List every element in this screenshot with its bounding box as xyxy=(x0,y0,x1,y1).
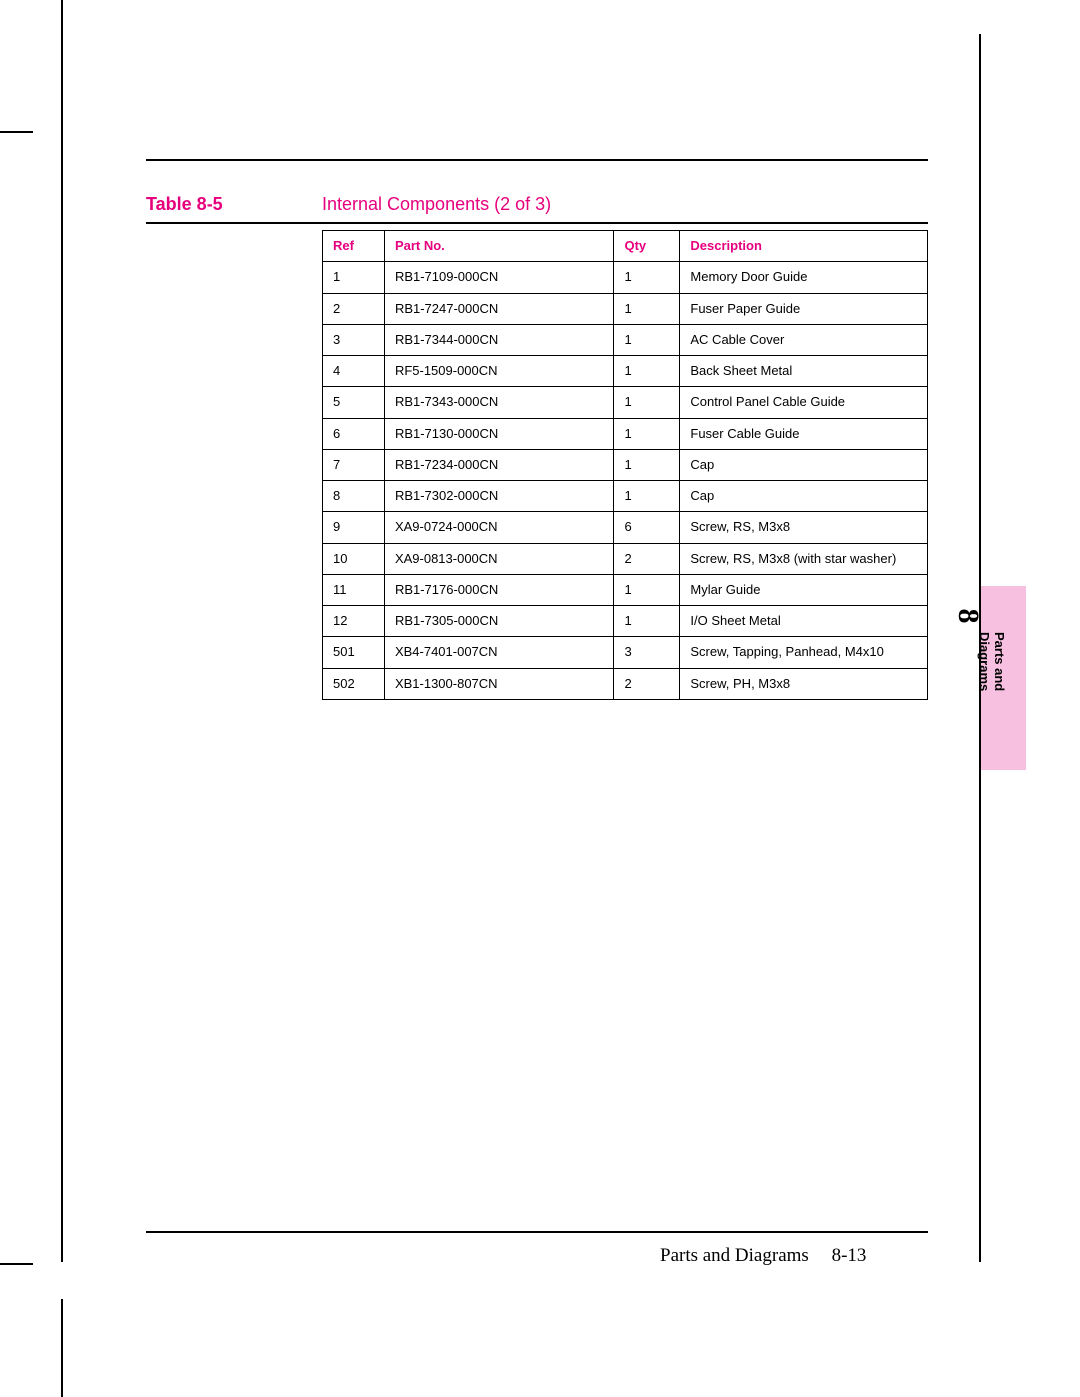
table-cell: 12 xyxy=(323,606,385,637)
table-cell: 5 xyxy=(323,387,385,418)
page-rule-left xyxy=(61,34,63,1262)
table-cell: 1 xyxy=(614,574,680,605)
table-cell: 501 xyxy=(323,637,385,668)
col-header-ref: Ref xyxy=(323,231,385,262)
table-row: 501XB4-7401-007CN3Screw, Tapping, Panhea… xyxy=(323,637,928,668)
table-cell: RF5-1509-000CN xyxy=(384,356,614,387)
table-cell: 9 xyxy=(323,512,385,543)
table-cell: Cap xyxy=(680,481,928,512)
table-body: 1RB1-7109-000CN1Memory Door Guide2RB1-72… xyxy=(323,262,928,700)
parts-table: Ref Part No. Qty Description 1RB1-7109-0… xyxy=(322,230,928,700)
table-cell: Fuser Cable Guide xyxy=(680,418,928,449)
table-row: 9XA9-0724-000CN6Screw, RS, M3x8 xyxy=(323,512,928,543)
table-cell: AC Cable Cover xyxy=(680,324,928,355)
footer-page-number: 8-13 xyxy=(832,1245,867,1266)
header-rule xyxy=(146,159,928,161)
table-cell: 1 xyxy=(614,356,680,387)
table-cell: RB1-7305-000CN xyxy=(384,606,614,637)
table-cell: Back Sheet Metal xyxy=(680,356,928,387)
table-row: 5RB1-7343-000CN1Control Panel Cable Guid… xyxy=(323,387,928,418)
table-cell: XA9-0724-000CN xyxy=(384,512,614,543)
table-cell: Screw, RS, M3x8 (with star washer) xyxy=(680,543,928,574)
table-title: Internal Components (2 of 3) xyxy=(322,194,551,215)
table-cell: Mylar Guide xyxy=(680,574,928,605)
table-cell: XB4-7401-007CN xyxy=(384,637,614,668)
table-cell: RB1-7234-000CN xyxy=(384,449,614,480)
table-cell: 3 xyxy=(323,324,385,355)
footer-rule xyxy=(146,1231,928,1233)
table-cell: 1 xyxy=(323,262,385,293)
table-row: 502XB1-1300-807CN2Screw, PH, M3x8 xyxy=(323,668,928,699)
table-row: 8RB1-7302-000CN1Cap xyxy=(323,481,928,512)
table-cell: 3 xyxy=(614,637,680,668)
table-cell: 8 xyxy=(323,481,385,512)
caption-underline xyxy=(146,222,928,224)
table-row: 4RF5-1509-000CN1Back Sheet Metal xyxy=(323,356,928,387)
table-header-row: Ref Part No. Qty Description xyxy=(323,231,928,262)
table-row: 7RB1-7234-000CN1Cap xyxy=(323,449,928,480)
chapter-tab-label: Parts and Diagrams xyxy=(976,632,1006,691)
table-cell: 1 xyxy=(614,418,680,449)
table-cell: Memory Door Guide xyxy=(680,262,928,293)
table-cell: RB1-7343-000CN xyxy=(384,387,614,418)
table-cell: Control Panel Cable Guide xyxy=(680,387,928,418)
table-cell: 11 xyxy=(323,574,385,605)
table-row: 12RB1-7305-000CN1I/O Sheet Metal xyxy=(323,606,928,637)
table-cell: Screw, Tapping, Panhead, M4x10 xyxy=(680,637,928,668)
table-cell: RB1-7109-000CN xyxy=(384,262,614,293)
table-cell: RB1-7302-000CN xyxy=(384,481,614,512)
table-cell: 10 xyxy=(323,543,385,574)
table-cell: 2 xyxy=(614,543,680,574)
crop-mark xyxy=(0,1263,33,1265)
chapter-tab-line2: Diagrams xyxy=(977,632,992,691)
table-cell: 2 xyxy=(614,668,680,699)
table-cell: RB1-7130-000CN xyxy=(384,418,614,449)
table-cell: 502 xyxy=(323,668,385,699)
table-cell: I/O Sheet Metal xyxy=(680,606,928,637)
crop-mark xyxy=(0,131,33,133)
col-header-qty: Qty xyxy=(614,231,680,262)
table-cell: 6 xyxy=(323,418,385,449)
table-cell: 1 xyxy=(614,262,680,293)
table-cell: 1 xyxy=(614,387,680,418)
table-cell: Cap xyxy=(680,449,928,480)
table-row: 3RB1-7344-000CN1AC Cable Cover xyxy=(323,324,928,355)
table-caption: Table 8-5 Internal Components (2 of 3) xyxy=(146,194,928,215)
table-cell: RB1-7247-000CN xyxy=(384,293,614,324)
chapter-tab-line1: Parts and xyxy=(992,632,1007,691)
crop-mark xyxy=(61,1299,63,1397)
table-cell: RB1-7344-000CN xyxy=(384,324,614,355)
chapter-tab-number: 8 xyxy=(951,596,985,636)
table-cell: 2 xyxy=(323,293,385,324)
table-cell: 1 xyxy=(614,324,680,355)
col-header-desc: Description xyxy=(680,231,928,262)
table-cell: XB1-1300-807CN xyxy=(384,668,614,699)
table-row: 1RB1-7109-000CN1Memory Door Guide xyxy=(323,262,928,293)
table-cell: 1 xyxy=(614,606,680,637)
table-cell: XA9-0813-000CN xyxy=(384,543,614,574)
table-cell: Fuser Paper Guide xyxy=(680,293,928,324)
table-number: Table 8-5 xyxy=(146,194,322,215)
table-cell: 7 xyxy=(323,449,385,480)
table-cell: Screw, PH, M3x8 xyxy=(680,668,928,699)
table-row: 10XA9-0813-000CN2Screw, RS, M3x8 (with s… xyxy=(323,543,928,574)
table-cell: RB1-7176-000CN xyxy=(384,574,614,605)
table-row: 6RB1-7130-000CN1Fuser Cable Guide xyxy=(323,418,928,449)
table-cell: 1 xyxy=(614,449,680,480)
page: Table 8-5 Internal Components (2 of 3) R… xyxy=(0,0,1080,1397)
table-cell: 1 xyxy=(614,481,680,512)
table-cell: 1 xyxy=(614,293,680,324)
table-cell: 6 xyxy=(614,512,680,543)
table-cell: 4 xyxy=(323,356,385,387)
table-row: 11RB1-7176-000CN1Mylar Guide xyxy=(323,574,928,605)
table-cell: Screw, RS, M3x8 xyxy=(680,512,928,543)
page-footer: Parts and Diagrams 8-13 xyxy=(660,1245,866,1267)
footer-section: Parts and Diagrams xyxy=(660,1245,809,1266)
col-header-part: Part No. xyxy=(384,231,614,262)
table-row: 2RB1-7247-000CN1Fuser Paper Guide xyxy=(323,293,928,324)
